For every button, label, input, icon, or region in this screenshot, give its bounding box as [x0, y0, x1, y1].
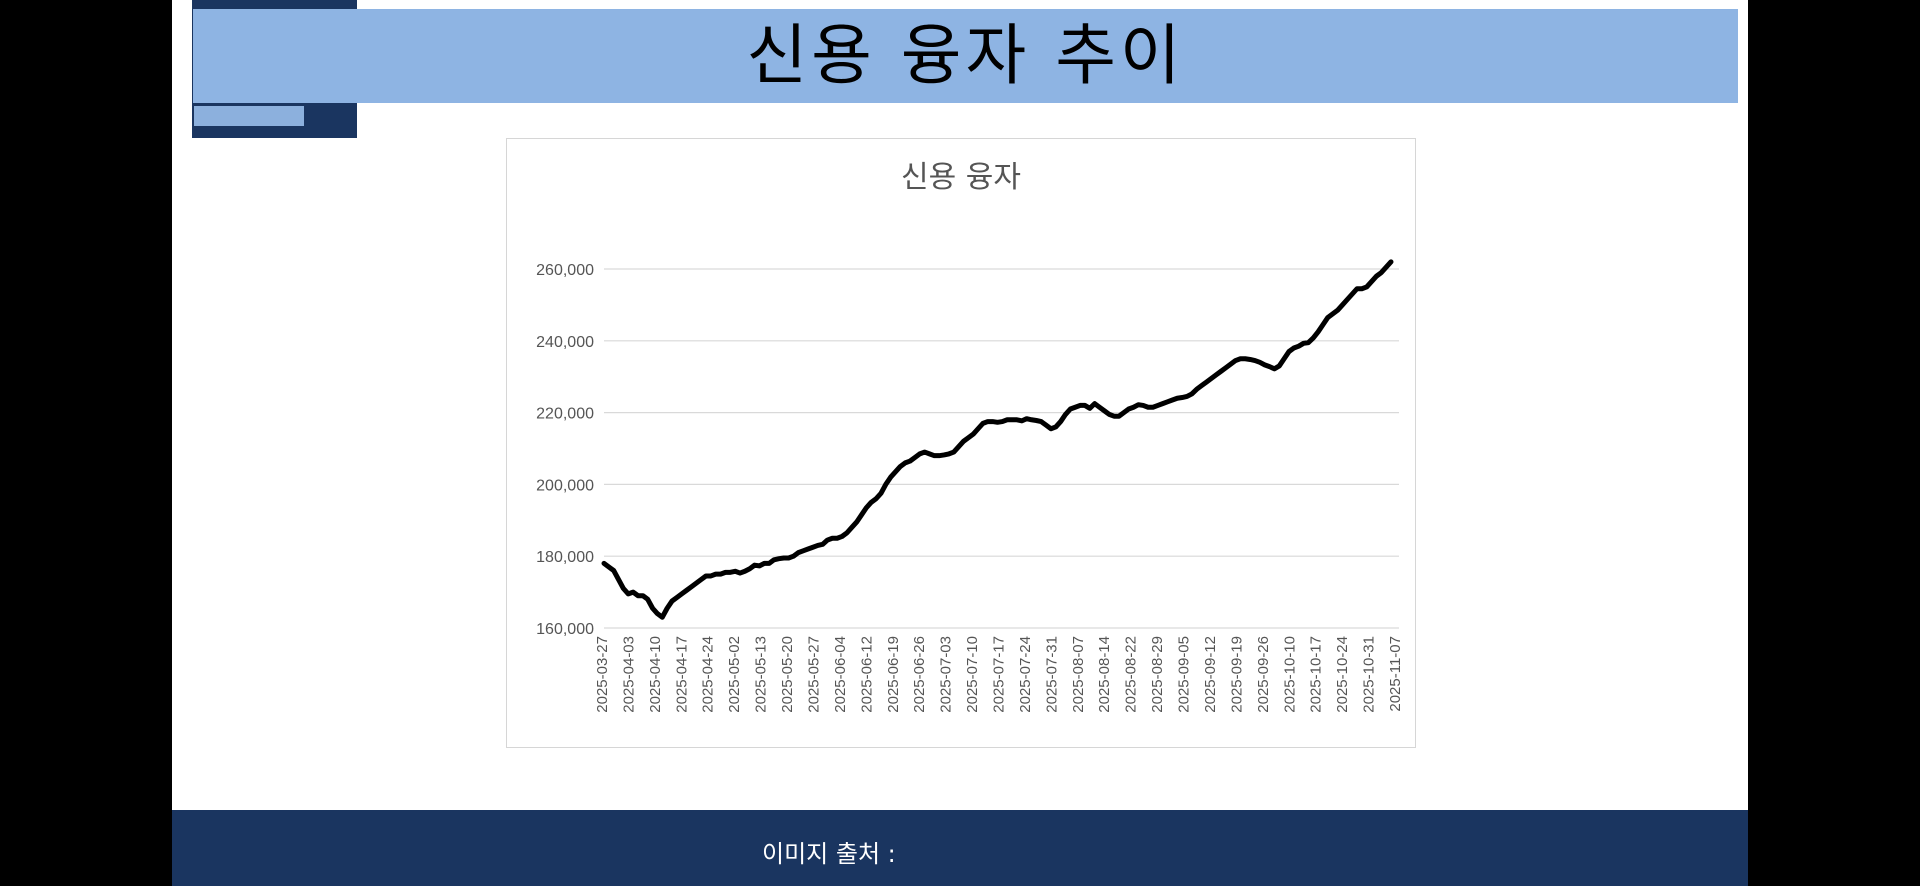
- x-tick-label: 2025-05-27: [805, 636, 822, 713]
- x-tick-label: 2025-06-26: [911, 636, 928, 713]
- y-tick-label: 260,000: [536, 262, 594, 279]
- slide: 신용 융자 추이 신용 융자 160,000 180,000 200,000 220,…: [172, 0, 1748, 886]
- y-tick-label: 240,000: [536, 334, 594, 351]
- x-tick-label: 2025-09-19: [1228, 636, 1245, 713]
- chart-title: 신용 융자: [901, 160, 1021, 195]
- x-tick-label: 2025-06-12: [858, 636, 875, 713]
- x-tick-label: 2025-10-24: [1334, 636, 1351, 713]
- chart-container: 신용 융자 160,000 180,000 200,000 220,000 240,00…: [506, 138, 1416, 748]
- footer-band: [172, 810, 1748, 886]
- y-tick-label: 200,000: [536, 477, 594, 494]
- gridlines: [604, 268, 1399, 629]
- x-tick-label: 2025-07-31: [1043, 636, 1060, 713]
- y-tick-label: 160,000: [536, 621, 594, 638]
- x-tick-label: 2025-10-17: [1308, 636, 1325, 713]
- page-title: 신용 융자 추이: [746, 17, 1185, 94]
- x-tick-label: 2025-07-17: [991, 636, 1008, 713]
- x-tick-label: 2025-05-20: [779, 636, 796, 713]
- x-tick-label: 2025-05-13: [753, 636, 770, 713]
- x-tick-label: 2025-09-05: [1176, 636, 1193, 713]
- corner-accent: [194, 106, 304, 126]
- x-tick-label: 2025-06-04: [832, 636, 849, 713]
- x-tick-label: 2025-08-14: [1096, 636, 1113, 713]
- x-tick-label: 2025-11-07: [1387, 636, 1404, 712]
- x-axis-ticks: 2025-03-27 2025-04-03 2025-04-10 2025-04-17…: [594, 636, 1404, 713]
- y-tick-label: 180,000: [536, 549, 594, 566]
- x-tick-label: 2025-04-17: [673, 636, 690, 713]
- x-tick-label: 2025-09-12: [1202, 636, 1219, 713]
- x-tick-label: 2025-10-10: [1281, 636, 1298, 713]
- series-layer: [601, 259, 1394, 620]
- line-chart: 신용 융자 160,000 180,000 200,000 220,000 240,00…: [536, 160, 1404, 713]
- x-tick-label: 2025-08-22: [1123, 636, 1140, 713]
- x-tick-label: 2025-07-24: [1017, 636, 1034, 713]
- title-banner: 신용 융자 추이: [193, 9, 1738, 103]
- x-tick-label: 2025-04-10: [647, 636, 664, 713]
- series-line: [601, 259, 1394, 620]
- x-tick-label: 2025-06-19: [885, 636, 902, 713]
- x-tick-label: 2025-07-03: [938, 636, 955, 713]
- x-tick-label: 2025-09-26: [1255, 636, 1272, 713]
- x-tick-label: 2025-08-29: [1149, 636, 1166, 713]
- x-tick-label: 2025-05-02: [726, 636, 743, 713]
- x-tick-label: 2025-10-31: [1361, 636, 1378, 713]
- x-tick-label: 2025-03-27: [594, 636, 611, 713]
- x-tick-label: 2025-07-10: [964, 636, 981, 713]
- x-tick-label: 2025-04-24: [700, 636, 717, 713]
- x-tick-label: 2025-08-07: [1070, 636, 1087, 713]
- y-tick-label: 220,000: [536, 406, 594, 423]
- y-axis-ticks: 160,000 180,000 200,000 220,000 240,000 260,0…: [536, 262, 594, 638]
- x-tick-label: 2025-04-03: [620, 636, 637, 713]
- image-source-label: 이미지 출처 :: [762, 840, 896, 868]
